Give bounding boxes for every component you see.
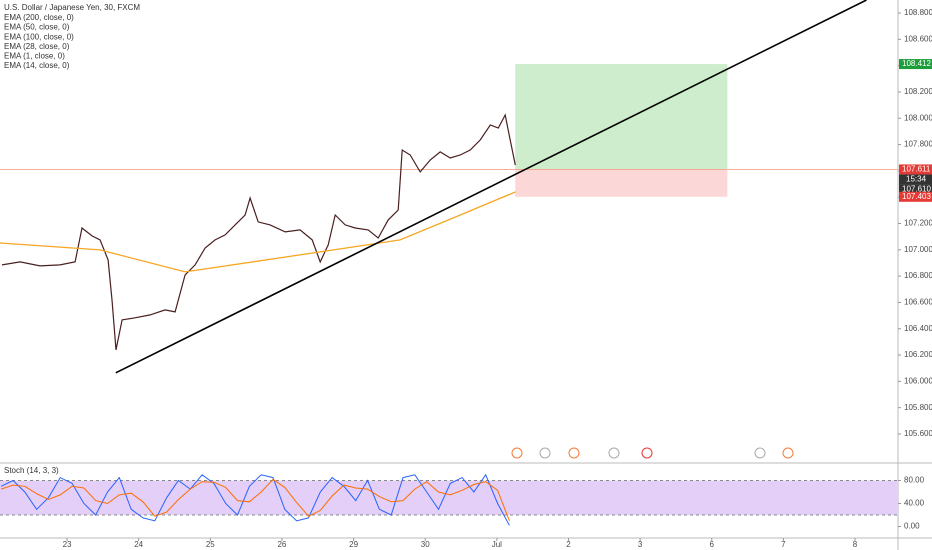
x-tick-label: 3 xyxy=(638,540,643,549)
x-tick-label: 24 xyxy=(134,540,143,549)
event-icon xyxy=(539,447,551,459)
indicator-label: EMA (14, close, 0) xyxy=(4,61,70,70)
y-tick-label: 106.000 xyxy=(904,376,932,385)
y-tick-label: 107.800 xyxy=(904,140,932,149)
x-tick-label: 29 xyxy=(349,540,358,549)
x-tick-label: 6 xyxy=(710,540,715,549)
y-tick-label: 0.00 xyxy=(904,522,920,531)
indicator-label: EMA (100, close, 0) xyxy=(4,32,74,41)
x-tick-label: 8 xyxy=(853,540,858,549)
event-icon xyxy=(568,447,580,459)
chart-title: U.S. Dollar / Japanese Yen, 30, FXCM xyxy=(4,3,140,12)
y-tick-label: 40.00 xyxy=(904,499,925,508)
entry-tag-label: 107.611 xyxy=(902,165,931,174)
last-price-label: 107.610 xyxy=(902,185,931,194)
y-tick-label: 106.800 xyxy=(904,271,932,280)
stoch-title: Stoch (14, 3, 3) xyxy=(4,466,59,475)
event-icon xyxy=(511,447,523,459)
stop-tag xyxy=(899,191,932,202)
y-tick-label: 108.000 xyxy=(904,113,932,122)
x-tick-label: 30 xyxy=(421,540,430,549)
price-line xyxy=(1,113,516,351)
target-tag-label: 108.412 xyxy=(902,59,931,68)
y-tick-label: 107.200 xyxy=(904,219,932,228)
x-tick-label: 2 xyxy=(566,540,571,549)
y-tick-label: 108.200 xyxy=(904,87,932,96)
entry-tag xyxy=(899,164,932,175)
event-icon xyxy=(754,447,766,459)
countdown-label: 15:34 xyxy=(906,175,927,184)
loss-zone xyxy=(515,169,728,197)
profit-zone xyxy=(515,64,728,170)
indicator-label: EMA (1, close, 0) xyxy=(4,52,65,61)
indicator-label: EMA (50, close, 0) xyxy=(4,23,70,32)
stop-tag-label: 107.403 xyxy=(902,192,931,201)
y-tick-label: 108.600 xyxy=(904,34,932,43)
y-tick-label: 108.800 xyxy=(904,8,932,17)
indicator-label: EMA (28, close, 0) xyxy=(4,42,70,51)
price-line xyxy=(0,191,516,273)
x-tick-label: 7 xyxy=(781,540,786,549)
indicator-label: EMA (200, close, 0) xyxy=(4,13,74,22)
stoch-line xyxy=(0,473,510,526)
x-tick-label: Jul xyxy=(492,540,502,549)
y-tick-label: 105.800 xyxy=(904,403,932,412)
event-icon xyxy=(641,447,653,459)
event-icons xyxy=(511,447,794,459)
stoch-line xyxy=(0,478,510,521)
y-tick-label: 105.600 xyxy=(904,429,932,438)
countdown-tag xyxy=(899,174,932,185)
last-price-tag xyxy=(899,184,932,195)
x-tick-label: 25 xyxy=(206,540,215,549)
target-tag xyxy=(899,59,932,70)
event-icon xyxy=(608,447,620,459)
y-tick-label: 80.00 xyxy=(904,476,925,485)
y-tick-label: 107.000 xyxy=(904,245,932,254)
x-tick-label: 23 xyxy=(63,540,72,549)
event-icon xyxy=(782,447,794,459)
y-tick-label: 106.200 xyxy=(904,350,932,359)
trendline xyxy=(115,0,867,374)
x-tick-label: 26 xyxy=(277,540,286,549)
y-tick-label: 106.400 xyxy=(904,324,932,333)
y-tick-label: 106.600 xyxy=(904,298,932,307)
